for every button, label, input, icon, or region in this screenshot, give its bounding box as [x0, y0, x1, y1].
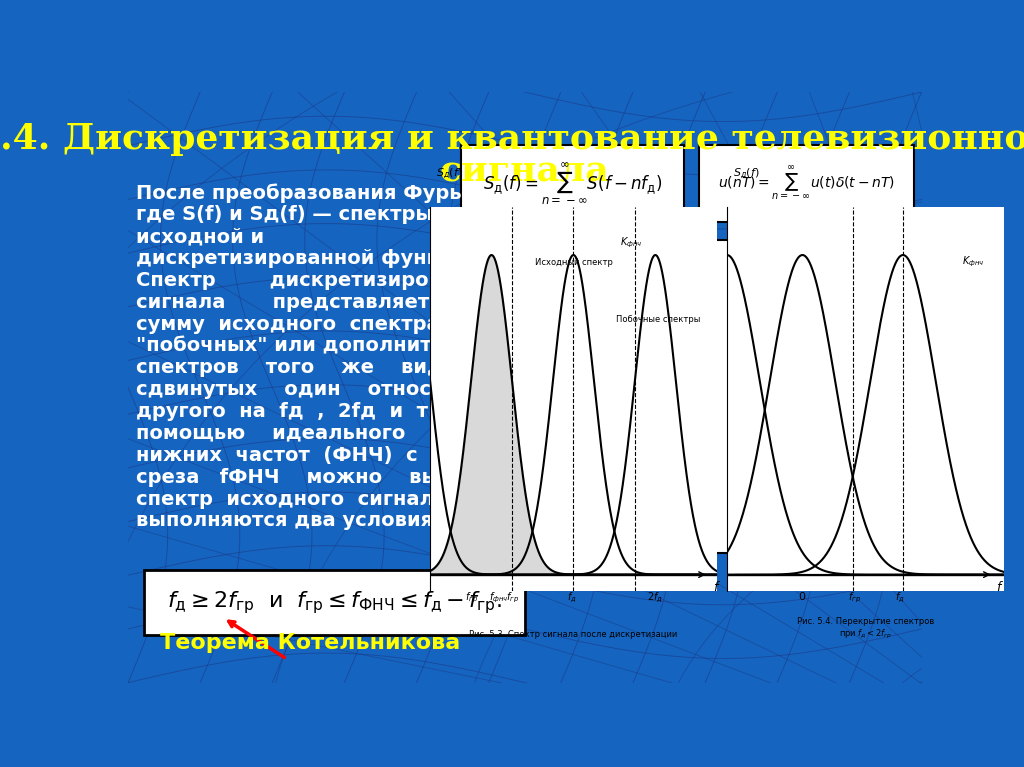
Text: $f_{гр}$: $f_{гр}$: [848, 591, 861, 605]
Text: $f_{\rm д}\geq 2f_{\rm гр}$  и  $f_{\rm гр}\leq f_{\rm ФНЧ}\leq f_{\rm д}-f_{\rm: $f_{\rm д}\geq 2f_{\rm гр}$ и $f_{\rm гр…: [167, 590, 502, 617]
Text: $K_{фнч}$: $K_{фнч}$: [963, 255, 984, 269]
Text: После преобразования Фурье: После преобразования Фурье: [136, 183, 475, 203]
Text: $f_{фнч}$: $f_{фнч}$: [489, 591, 509, 605]
Text: Рис. 5.3. Спектр сигнала после дискретизации: Рис. 5.3. Спектр сигнала после дискретиз…: [469, 630, 678, 639]
Text: $S_{\rm д}(f)=\sum_{n=-\infty}^{\infty}S(f-nf_{\rm д})$: $S_{\rm д}(f)=\sum_{n=-\infty}^{\infty}S…: [482, 160, 663, 207]
Text: выполняются два условия: выполняются два условия: [136, 512, 433, 530]
Text: $u(nT)=\sum_{n=-\infty}^{\infty}u(t)\delta(t-nT)$: $u(nT)=\sum_{n=-\infty}^{\infty}u(t)\del…: [718, 165, 895, 202]
Text: $S_{д}(f)$: $S_{д}(f)$: [732, 166, 759, 181]
Bar: [699, 145, 913, 222]
Text: среза   fФНЧ    можно    выделить: среза fФНЧ можно выделить: [136, 468, 520, 486]
Text: $f_{гр}$: $f_{гр}$: [465, 591, 478, 605]
Text: Теорема Котельникова: Теорема Котельникова: [160, 633, 460, 653]
Text: сумму  исходного  спектра  (n=0)  и: сумму исходного спектра (n=0) и: [136, 314, 542, 334]
Text: "побочных" или дополнительных: "побочных" или дополнительных: [136, 337, 515, 356]
Text: сигнала: сигнала: [440, 154, 609, 188]
Text: сдвинутых    один    относительно: сдвинутых один относительно: [136, 380, 523, 400]
Text: $f$: $f$: [713, 580, 721, 594]
Text: $2f_{д}$: $2f_{д}$: [647, 591, 664, 605]
Text: $S_{д}(f)$: $S_{д}(f)$: [436, 166, 462, 181]
Text: другого  на  fд  ,  2fд  и  т.  д.  С: другого на fд , 2fд и т. д. С: [136, 402, 500, 421]
Text: Спектр        дискретизированного: Спектр дискретизированного: [136, 271, 518, 290]
Text: дискретизированной функций: дискретизированной функций: [136, 249, 481, 268]
Text: Исходный спектр: Исходный спектр: [535, 258, 612, 267]
Text: нижних  частот  (ФНЧ)  с  частотой: нижних частот (ФНЧ) с частотой: [136, 446, 532, 465]
Text: помощью    идеального    фильтра: помощью идеального фильтра: [136, 424, 530, 443]
Bar: [454, 239, 913, 553]
Bar: [461, 145, 684, 222]
Text: 0: 0: [799, 592, 806, 602]
Bar: [143, 571, 524, 635]
Text: $f$: $f$: [996, 580, 1004, 594]
Text: исходной и: исходной и: [136, 227, 264, 246]
Text: Побочные спектры: Побочные спектры: [616, 315, 700, 324]
Text: спектров    того    же    вида,    но: спектров того же вида, но: [136, 358, 517, 377]
Text: $f_{д}$: $f_{д}$: [895, 591, 905, 605]
Text: $K_{фнч}$: $K_{фнч}$: [620, 235, 642, 250]
Text: $f_{д}$: $f_{д}$: [567, 591, 577, 605]
Text: $f_{гр}$: $f_{гр}$: [506, 591, 519, 605]
Text: где S(f) и Sд(f) — спектры: где S(f) и Sд(f) — спектры: [136, 206, 433, 225]
Text: сигнала       представляет      собой: сигнала представляет собой: [136, 293, 536, 312]
Text: Рис. 5.4. Перекрытие спектров
при $f_{д}<2f_{гр}$: Рис. 5.4. Перекрытие спектров при $f_{д}…: [797, 617, 934, 641]
Text: спектр  исходного  сигнала,  если: спектр исходного сигнала, если: [136, 489, 521, 509]
Text: 4.4. Дискретизация и квантование телевизионного: 4.4. Дискретизация и квантование телевиз…: [0, 121, 1024, 156]
